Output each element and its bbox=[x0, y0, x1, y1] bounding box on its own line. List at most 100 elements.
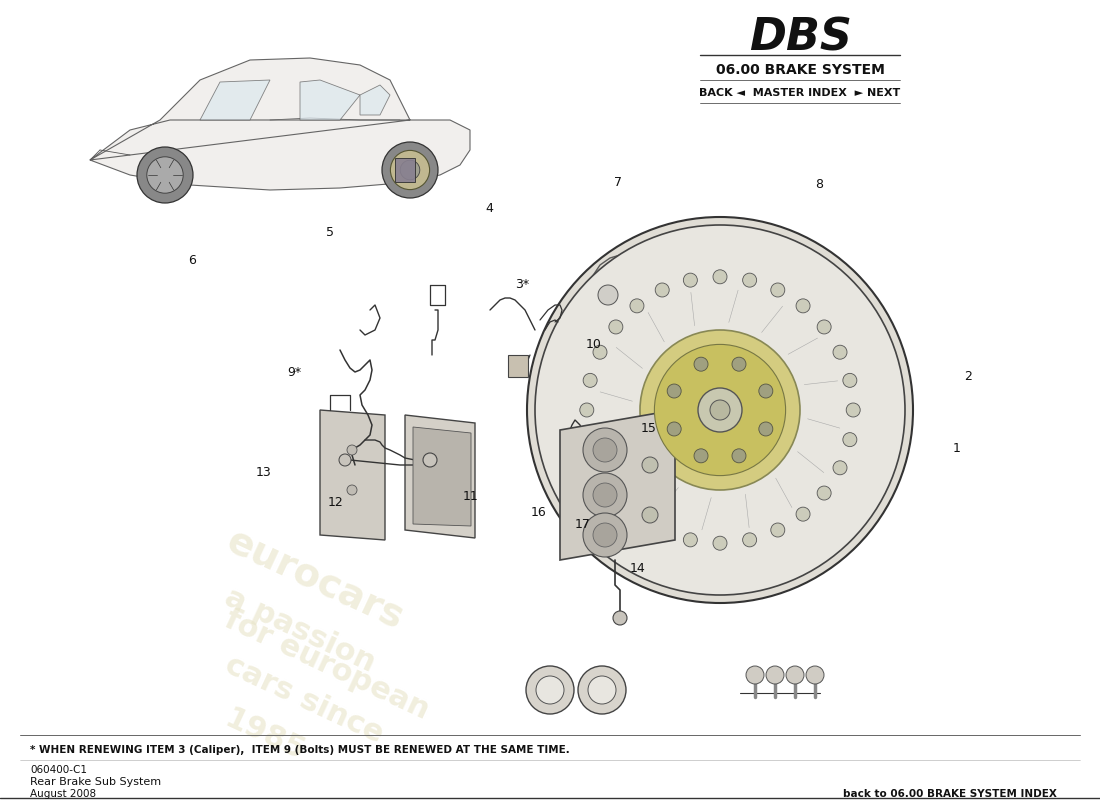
Circle shape bbox=[732, 357, 746, 371]
Text: 7: 7 bbox=[614, 176, 623, 189]
Circle shape bbox=[593, 483, 617, 507]
Text: 16: 16 bbox=[531, 506, 547, 518]
Circle shape bbox=[683, 273, 697, 287]
Circle shape bbox=[759, 384, 773, 398]
Circle shape bbox=[833, 346, 847, 359]
Circle shape bbox=[424, 453, 437, 467]
Circle shape bbox=[390, 150, 430, 190]
Text: 15: 15 bbox=[641, 422, 657, 434]
Circle shape bbox=[771, 523, 784, 537]
Circle shape bbox=[694, 449, 708, 463]
Circle shape bbox=[583, 513, 627, 557]
Text: 14: 14 bbox=[630, 562, 646, 574]
Circle shape bbox=[786, 666, 804, 684]
Circle shape bbox=[146, 157, 184, 194]
Circle shape bbox=[598, 285, 618, 305]
Text: 3*: 3* bbox=[516, 278, 529, 290]
Circle shape bbox=[713, 536, 727, 550]
Polygon shape bbox=[575, 255, 668, 468]
Circle shape bbox=[138, 147, 192, 203]
Circle shape bbox=[400, 160, 420, 180]
Polygon shape bbox=[320, 410, 385, 540]
Circle shape bbox=[640, 330, 800, 490]
Text: 1: 1 bbox=[953, 442, 961, 454]
Circle shape bbox=[746, 666, 764, 684]
Text: 5: 5 bbox=[326, 226, 334, 238]
Circle shape bbox=[580, 403, 594, 417]
Text: cars since: cars since bbox=[220, 650, 387, 750]
Circle shape bbox=[613, 611, 627, 625]
Polygon shape bbox=[395, 158, 415, 182]
Text: 12: 12 bbox=[328, 496, 343, 509]
Circle shape bbox=[796, 507, 810, 521]
Text: 8: 8 bbox=[815, 178, 824, 190]
Circle shape bbox=[583, 433, 597, 446]
Polygon shape bbox=[560, 410, 675, 560]
Circle shape bbox=[843, 433, 857, 446]
Circle shape bbox=[527, 217, 913, 603]
Circle shape bbox=[526, 666, 574, 714]
Circle shape bbox=[593, 438, 617, 462]
Circle shape bbox=[598, 440, 618, 460]
Bar bbox=[508, 355, 528, 377]
Text: back to 06.00 BRAKE SYSTEM INDEX: back to 06.00 BRAKE SYSTEM INDEX bbox=[843, 789, 1057, 799]
Circle shape bbox=[583, 374, 597, 387]
Circle shape bbox=[609, 486, 623, 500]
Text: a passion: a passion bbox=[220, 582, 380, 678]
Circle shape bbox=[346, 485, 358, 495]
Circle shape bbox=[656, 523, 669, 537]
Text: 9*: 9* bbox=[288, 366, 301, 378]
Circle shape bbox=[694, 357, 708, 371]
Polygon shape bbox=[405, 415, 475, 538]
Circle shape bbox=[536, 676, 564, 704]
Circle shape bbox=[578, 666, 626, 714]
Circle shape bbox=[642, 457, 658, 473]
Polygon shape bbox=[412, 427, 471, 526]
Circle shape bbox=[817, 320, 832, 334]
Text: DBS: DBS bbox=[749, 17, 851, 59]
Circle shape bbox=[742, 533, 757, 547]
Circle shape bbox=[339, 454, 351, 466]
Polygon shape bbox=[360, 85, 390, 115]
Text: 6: 6 bbox=[188, 254, 197, 266]
Text: 17: 17 bbox=[575, 518, 591, 530]
Circle shape bbox=[766, 666, 784, 684]
Circle shape bbox=[609, 320, 623, 334]
Circle shape bbox=[732, 449, 746, 463]
Circle shape bbox=[656, 283, 669, 297]
Polygon shape bbox=[300, 80, 360, 120]
Circle shape bbox=[382, 142, 438, 198]
Circle shape bbox=[843, 374, 857, 387]
Circle shape bbox=[630, 507, 644, 521]
Text: * WHEN RENEWING ITEM 3 (Caliper),  ITEM 9 (Bolts) MUST BE RENEWED AT THE SAME TI: * WHEN RENEWING ITEM 3 (Caliper), ITEM 9… bbox=[30, 745, 570, 755]
Text: eurocars: eurocars bbox=[220, 522, 409, 638]
Circle shape bbox=[806, 666, 824, 684]
Circle shape bbox=[833, 461, 847, 474]
Text: 06.00 BRAKE SYSTEM: 06.00 BRAKE SYSTEM bbox=[716, 63, 884, 77]
Circle shape bbox=[593, 346, 607, 359]
Text: 13: 13 bbox=[256, 466, 272, 478]
Circle shape bbox=[346, 445, 358, 455]
Circle shape bbox=[817, 486, 832, 500]
Circle shape bbox=[710, 400, 730, 420]
Text: 10: 10 bbox=[586, 338, 602, 350]
Circle shape bbox=[683, 533, 697, 547]
Circle shape bbox=[771, 283, 784, 297]
Polygon shape bbox=[200, 80, 270, 120]
Circle shape bbox=[668, 422, 681, 436]
Circle shape bbox=[642, 507, 658, 523]
Circle shape bbox=[593, 461, 607, 474]
Circle shape bbox=[583, 473, 627, 517]
Circle shape bbox=[796, 299, 810, 313]
Circle shape bbox=[535, 225, 905, 595]
Circle shape bbox=[668, 384, 681, 398]
Circle shape bbox=[588, 676, 616, 704]
Text: August 2008: August 2008 bbox=[30, 789, 96, 799]
Circle shape bbox=[713, 270, 727, 284]
Polygon shape bbox=[90, 58, 470, 190]
Circle shape bbox=[654, 344, 785, 475]
Circle shape bbox=[583, 428, 627, 472]
Text: 2: 2 bbox=[964, 370, 972, 382]
Circle shape bbox=[593, 523, 617, 547]
Text: for european: for european bbox=[220, 605, 433, 725]
